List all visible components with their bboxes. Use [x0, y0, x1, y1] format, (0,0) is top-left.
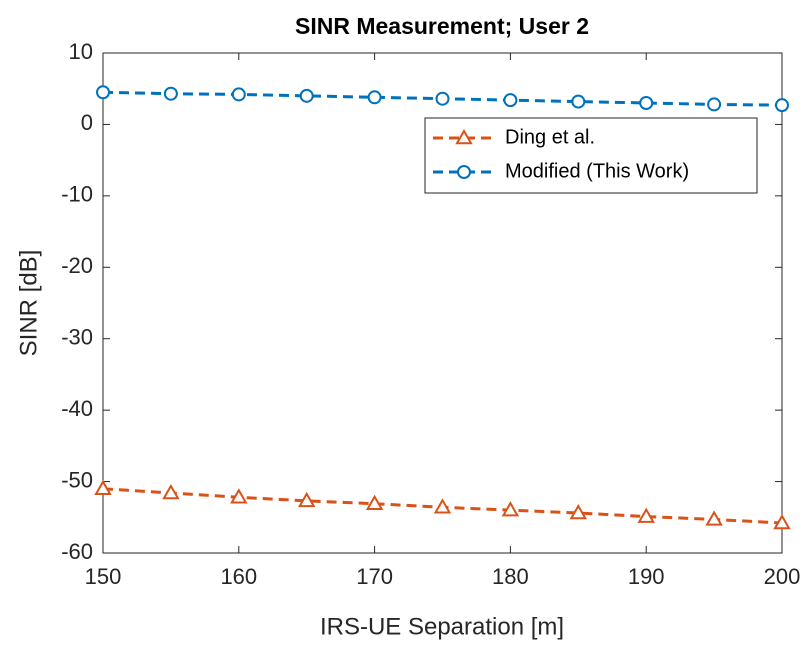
y-tick-label: 0	[81, 110, 93, 135]
y-tick-label: -40	[61, 396, 93, 421]
marker	[569, 503, 588, 520]
marker	[503, 93, 518, 108]
marker	[365, 494, 384, 510]
legend-label: Ding et al.	[505, 126, 595, 148]
x-tick-label: 200	[764, 564, 801, 589]
legend-marker	[455, 128, 473, 145]
marker	[163, 86, 178, 101]
marker	[230, 488, 248, 504]
legend-marker	[457, 165, 471, 179]
marker	[501, 501, 520, 517]
y-tick-label: -60	[61, 539, 93, 564]
marker	[705, 510, 723, 526]
x-axis-label: IRS-UE Separation [m]	[320, 613, 564, 640]
marker	[299, 88, 314, 103]
marker	[162, 483, 180, 500]
marker	[773, 513, 791, 530]
y-axis-label: SINR [dB]	[15, 250, 42, 357]
chart-title: SINR Measurement; User 2	[295, 13, 589, 39]
legend-label: Modified (This Work)	[505, 160, 689, 182]
y-tick-label: -10	[61, 182, 93, 207]
x-tick-label: 160	[220, 564, 257, 589]
marker	[707, 97, 722, 112]
x-tick-label: 150	[85, 564, 122, 589]
y-tick-label: 10	[69, 39, 93, 64]
x-tick-label: 170	[356, 564, 393, 589]
x-tick-label: 190	[628, 564, 665, 589]
y-tick-label: -30	[61, 325, 93, 350]
marker	[639, 96, 654, 110]
legend-box	[424, 117, 758, 194]
marker	[297, 491, 316, 508]
marker	[367, 90, 382, 105]
marker	[96, 85, 110, 100]
y-tick-label: -20	[61, 253, 93, 278]
marker	[231, 87, 246, 102]
marker	[94, 479, 112, 495]
x-tick-label: 180	[492, 564, 529, 589]
marker	[433, 498, 452, 514]
marker	[571, 94, 586, 109]
marker	[775, 98, 789, 113]
marker	[435, 91, 450, 106]
marker	[637, 507, 655, 523]
y-tick-label: -50	[61, 467, 93, 492]
